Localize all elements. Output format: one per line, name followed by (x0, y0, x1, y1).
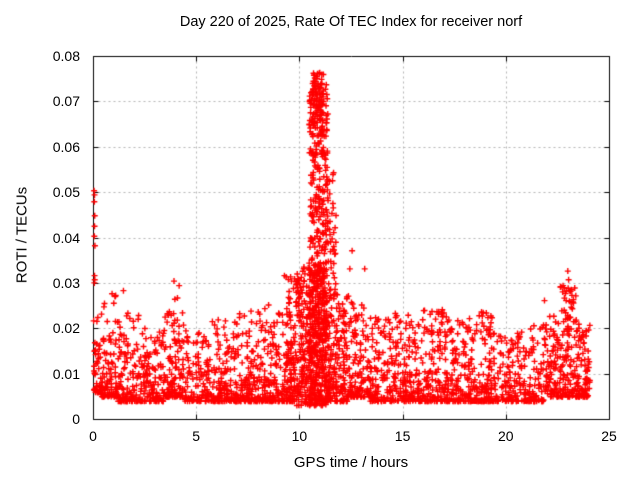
y-tick-label: 0 (72, 411, 80, 427)
y-tick-label: 0.08 (52, 48, 80, 64)
y-tick-label: 0.07 (52, 93, 80, 110)
y-tick-label: 0.06 (52, 138, 80, 155)
x-tick-label: 20 (498, 428, 514, 444)
x-axis-label: GPS time / hours (293, 454, 409, 471)
x-tick-label: 25 (601, 428, 617, 444)
y-tick-label: 0.05 (52, 184, 80, 201)
y-tick-label: 0.02 (52, 320, 80, 337)
x-tick-label: 10 (291, 428, 308, 444)
x-tick-label: 0 (89, 428, 97, 444)
y-tick-label: 0.04 (52, 229, 80, 246)
y-tick-label: 0.01 (52, 365, 80, 382)
chart-title: Day 220 of 2025, Rate Of TEC Index for r… (179, 14, 523, 30)
x-tick-label: 5 (192, 428, 201, 444)
y-tick-label: 0.03 (52, 274, 80, 291)
x-tick-label: 15 (394, 428, 411, 444)
